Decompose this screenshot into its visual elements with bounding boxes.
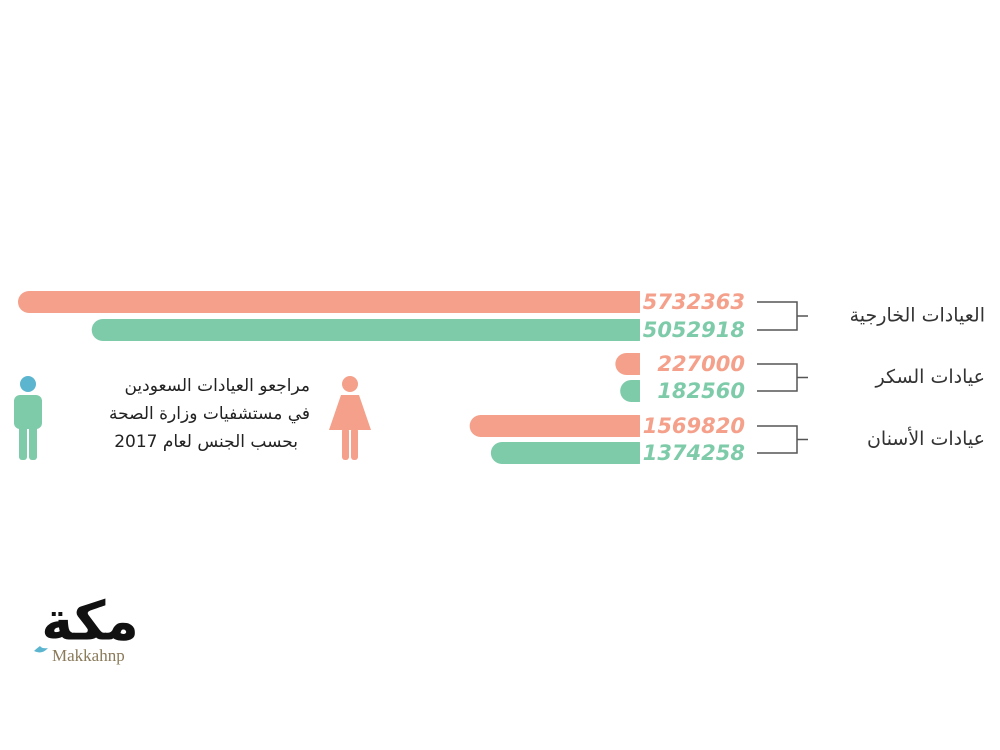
bracket (757, 363, 808, 392)
value-label: 1374258 (643, 441, 745, 465)
bird-icon (34, 646, 48, 653)
label-bg (640, 352, 752, 376)
label-bg (640, 441, 752, 465)
title-line: في مستشفيات وزارة الصحة (109, 404, 310, 424)
value-label: 5732363 (643, 290, 745, 314)
title-line: مراجعو العيادات السعودين (124, 376, 310, 396)
bar (91, 319, 650, 341)
label-bg (640, 290, 752, 314)
label-bg (640, 414, 752, 438)
male-icon (14, 376, 42, 460)
handle: Makkahnp (52, 646, 125, 665)
category-label: العيادات الخارجية (850, 305, 985, 327)
category-label: عيادات السكر (874, 366, 985, 388)
label-bg (640, 379, 752, 403)
title-line: بحسب الجنس لعام 2017 (114, 432, 298, 452)
value-label: 5052918 (643, 318, 745, 342)
label-bg (640, 318, 752, 342)
value-label: 1569820 (643, 414, 745, 438)
bracket (757, 425, 808, 454)
value-label: 227000 (657, 352, 745, 376)
logo: مكة (41, 590, 139, 653)
bar (490, 442, 650, 464)
bar (18, 291, 650, 313)
value-label: 182560 (657, 379, 745, 403)
bracket (757, 301, 808, 331)
category-label: عيادات الأسنان (867, 427, 985, 450)
female-icon (329, 376, 371, 460)
bar (469, 415, 650, 437)
